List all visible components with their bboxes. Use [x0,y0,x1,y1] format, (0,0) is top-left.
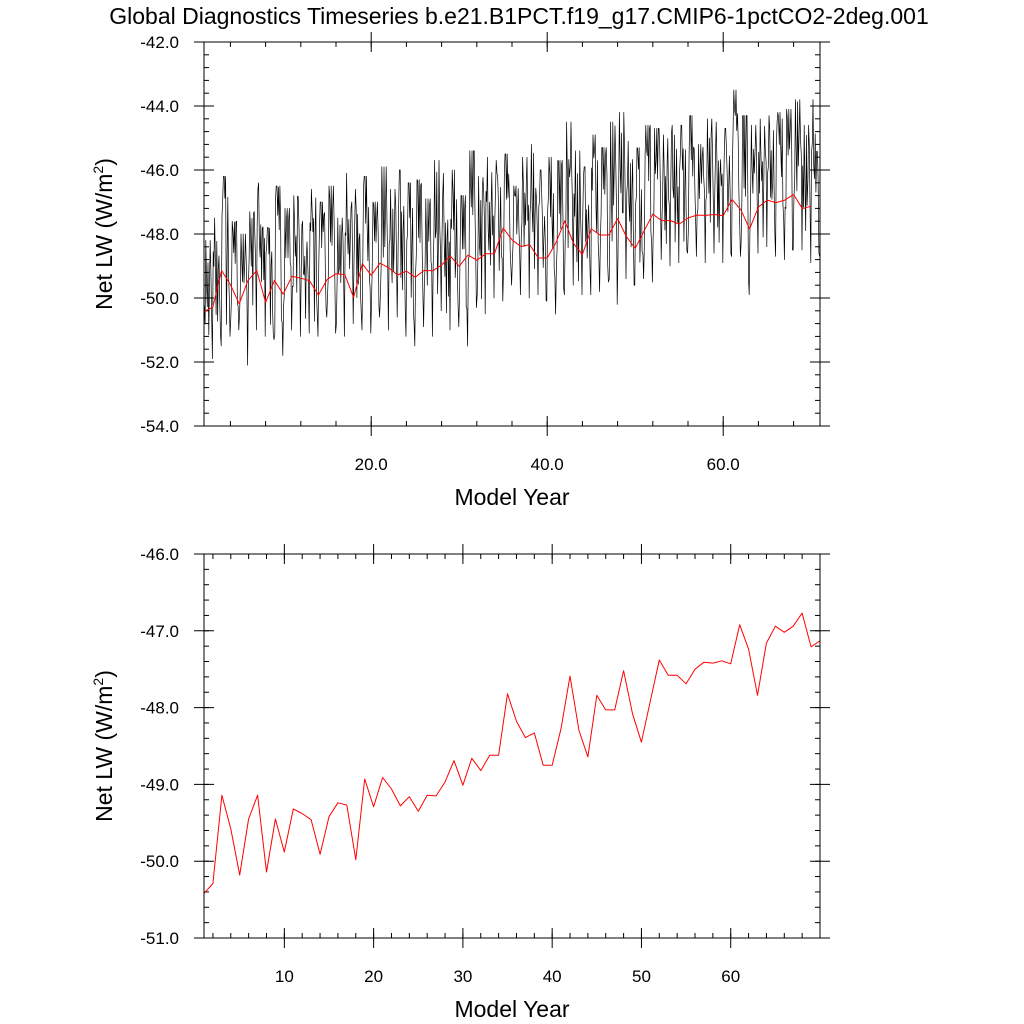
y-tick-label: -42.0 [140,33,179,52]
x-tick-label: 60.0 [707,455,740,474]
annual-series-line [203,612,821,894]
y-tick-label: -50.0 [140,289,179,308]
y-tick-label: -49.0 [140,775,179,794]
y-tick-label: -50.0 [140,852,179,871]
y-tick-label: -51.0 [140,929,179,948]
y-tick-label: -47.0 [140,622,179,641]
x-tick-label: 50 [632,967,651,986]
bottom-y-axis-label: Net LW (W/m2) [90,670,117,822]
y-tick-label: -52.0 [140,353,179,372]
bottom-tick-labels: -51.0 -50.0 -49.0 -48.0 -47.0 -46.0 10 20 30 40 50… [140,545,740,986]
y-tick-label: -46.0 [140,545,179,564]
bottom-axis-ticks [194,544,830,948]
y-tick-label: -54.0 [140,417,179,436]
chart-title: Global Diagnostics Timeseries b.e21.B1PC… [109,3,929,29]
top-panel: -54.0 -52.0 -50.0 -48.0 -46.0 -44.0 -42.0 20.0 4… [90,32,830,510]
x-tick-label: 10 [275,967,294,986]
top-axis-ticks [194,32,830,436]
monthly-series-line [204,89,820,366]
x-tick-label: 40 [543,967,562,986]
bottom-y-axis-label-sup: 2 [90,678,106,686]
y-tick-label: -44.0 [140,97,179,116]
annual-series-line [203,194,812,312]
bottom-x-axis-label: Model Year [454,996,569,1022]
top-x-axis-label: Model Year [454,484,569,510]
y-tick-label: -46.0 [140,161,179,180]
bottom-plot-frame [203,553,821,939]
top-plot-frame [203,41,821,427]
top-series [203,89,820,366]
x-tick-label: 40.0 [531,455,564,474]
bottom-series [203,612,821,894]
x-tick-label: 20 [364,967,383,986]
bottom-y-axis-label-end: ) [91,670,117,678]
x-tick-label: 30 [453,967,472,986]
y-tick-label: -48.0 [140,699,179,718]
bottom-y-axis-label-text: Net LW (W/m [91,686,117,822]
top-y-axis-label-text: Net LW (W/m [91,174,117,310]
x-tick-label: 60 [721,967,740,986]
top-tick-labels: -54.0 -52.0 -50.0 -48.0 -46.0 -44.0 -42.0 20.0 4… [140,33,739,474]
top-y-axis-label-sup: 2 [90,166,106,174]
top-y-axis-label: Net LW (W/m2) [90,158,117,310]
bottom-panel: -51.0 -50.0 -49.0 -48.0 -47.0 -46.0 10 20 30 40 50… [90,544,830,1022]
x-tick-label: 20.0 [355,455,388,474]
top-y-axis-label-end: ) [91,158,117,166]
y-tick-label: -48.0 [140,225,179,244]
